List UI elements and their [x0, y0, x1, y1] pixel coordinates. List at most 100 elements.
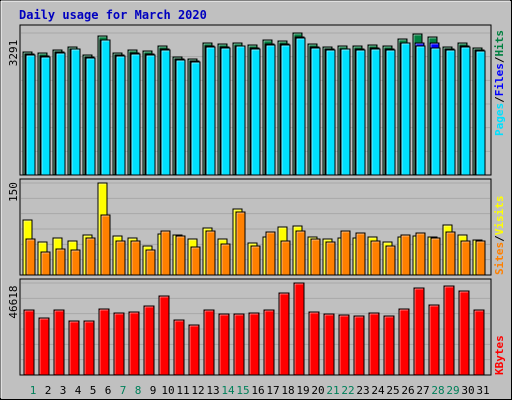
legend-kbytes: KBytes: [493, 335, 506, 375]
sites-bar: [130, 240, 141, 276]
visits-legend: Sites/Visits: [493, 196, 506, 276]
x-tick-label: 21: [326, 384, 339, 397]
pages-bar: [355, 49, 366, 176]
kbytes-bar: [248, 312, 260, 376]
x-tick-label: 26: [401, 384, 414, 397]
kbytes-bar: [98, 308, 110, 376]
kbytes-bar: [218, 313, 230, 376]
kbytes-bar: [128, 311, 140, 376]
kbytes-bar: [158, 295, 170, 376]
x-tick-label: 17: [266, 384, 279, 397]
kbytes-bar: [308, 311, 320, 376]
legend-sites: Sites: [493, 242, 506, 275]
x-tick-label: 12: [191, 384, 204, 397]
bars: [22, 32, 486, 376]
pages-bar: [265, 44, 276, 176]
sites-bar: [85, 237, 96, 276]
kbytes-bar: [68, 320, 80, 376]
kbytes-bar: [398, 308, 410, 376]
pages-bar: [475, 50, 486, 176]
sites-bar: [40, 251, 51, 276]
kbytes-bar: [443, 285, 455, 376]
x-axis-labels: 1 2 3 4 5 6 7 8 9 10 11 12 13 14 15 16 17 18 19 20 21 22 23 24 2…: [30, 384, 490, 397]
pages-bar: [310, 47, 321, 176]
legend-visits: Visits: [493, 196, 506, 236]
pages-bar: [145, 54, 156, 176]
legend-hits: Hits: [493, 30, 506, 57]
kbytes-bar: [278, 292, 290, 376]
pages-bar: [100, 39, 111, 176]
kbytes-bar: [293, 282, 305, 376]
x-tick-label: 10: [161, 384, 174, 397]
pages-bar: [460, 46, 471, 176]
sites-bar: [295, 230, 306, 276]
pages-bar: [250, 48, 261, 176]
pages-bar: [160, 49, 171, 176]
x-tick-label: 22: [341, 384, 354, 397]
sites-bar: [250, 245, 261, 276]
x-tick-label: 23: [356, 384, 369, 397]
pages-bar: [235, 45, 246, 176]
visits-ymax-label: 150: [7, 182, 20, 202]
x-tick-label: 27: [416, 384, 429, 397]
kbytes-bar: [38, 317, 50, 376]
pages-bar: [220, 47, 231, 176]
sites-bar: [325, 241, 336, 276]
sites-bar: [445, 231, 456, 276]
pages-bar: [370, 48, 381, 176]
kbytes-bar: [383, 315, 395, 376]
sites-bar: [310, 238, 321, 276]
x-tick-label: 14: [221, 384, 235, 397]
pages-bar: [325, 49, 336, 176]
x-tick-label: 24: [371, 384, 385, 397]
pages-bar: [85, 57, 96, 176]
sites-bar: [205, 230, 216, 276]
pages-bar: [400, 42, 411, 176]
pages-bar: [415, 45, 426, 176]
x-tick-label: 7: [120, 384, 127, 397]
kbytes-bar: [413, 287, 425, 376]
x-tick-label: 11: [176, 384, 189, 397]
kbytes-bar: [53, 309, 65, 376]
x-tick-label: 8: [135, 384, 142, 397]
x-tick-label: 5: [90, 384, 97, 397]
sites-bar: [175, 235, 186, 276]
sites-bar: [55, 248, 66, 276]
sites-bar: [400, 234, 411, 276]
pages-bar: [40, 56, 51, 176]
x-tick-label: 13: [206, 384, 219, 397]
x-tick-label: 4: [75, 384, 82, 397]
sites-bar: [160, 230, 171, 276]
hits-ymax-label: 3291: [7, 40, 20, 67]
x-tick-label: 19: [296, 384, 309, 397]
pages-bar: [430, 47, 441, 176]
sites-bar: [430, 237, 441, 276]
kbytes-bar: [323, 313, 335, 376]
svg-text:KBytes: KBytes: [493, 335, 506, 375]
kbytes-bar: [428, 304, 440, 376]
kbytes-bar: [233, 313, 245, 376]
pages-bar: [340, 48, 351, 176]
sites-bar: [460, 240, 471, 276]
pages-bar: [205, 46, 216, 176]
pages-bar: [55, 52, 66, 176]
kbytes-bar: [113, 312, 125, 376]
pages-bar: [175, 59, 186, 176]
kbytes-bar: [83, 320, 95, 376]
sites-bar: [145, 249, 156, 276]
sites-bar: [115, 240, 126, 276]
pages-bar: [70, 48, 81, 176]
legend-pages: Pages: [493, 103, 506, 136]
sites-bar: [415, 232, 426, 276]
kbytes-legend: KBytes: [493, 335, 506, 375]
sites-bar: [355, 232, 366, 276]
sites-bar: [340, 230, 351, 276]
sites-bar: [385, 245, 396, 276]
pages-bar: [280, 44, 291, 176]
sites-bar: [370, 240, 381, 276]
kbytes-bar: [203, 309, 215, 376]
x-tick-label: 2: [45, 384, 52, 397]
sites-bar: [190, 246, 201, 276]
hits-legend: Pages/Files/Hits: [493, 30, 506, 136]
